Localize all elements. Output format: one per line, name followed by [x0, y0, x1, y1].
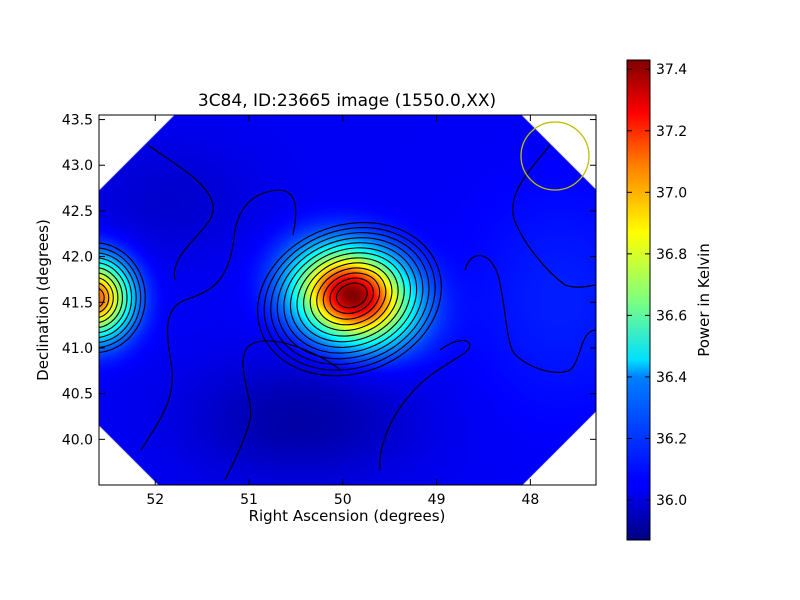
colorbar-label: Power in Kelvin [695, 243, 713, 357]
y-tick-label: 42.0 [62, 250, 93, 266]
chart-title: 3C84, ID:23665 image (1550.0,XX) [198, 91, 496, 111]
x-tick-label: 49 [428, 492, 446, 508]
y-axis: 40.0 40.5 41.0 41.5 42.0 42.5 43.0 43.5 [62, 113, 596, 448]
colorbar-tick-label: 36.4 [656, 370, 687, 386]
edge-source-contour [99, 262, 128, 334]
edge-source-contour [99, 277, 114, 318]
main-source-contour [276, 237, 424, 360]
y-tick-label: 43.0 [62, 158, 93, 174]
edge-source-contour [99, 257, 133, 339]
colorbar-tick-label: 37.4 [656, 62, 687, 78]
y-tick-label: 42.5 [62, 204, 93, 220]
x-axis-label: Right Ascension (degrees) [249, 507, 446, 525]
main-source-contour [296, 252, 405, 343]
source-contours [99, 222, 442, 377]
x-tick-label: 52 [146, 492, 164, 508]
main-source-contour [263, 227, 436, 371]
main-source-contour [303, 257, 399, 337]
colorbar-tick-label: 36.8 [656, 247, 687, 263]
y-tick-label: 41.5 [62, 295, 93, 311]
y-axis-label: Declination (degrees) [34, 219, 52, 381]
colorbar: 36.0 36.2 36.4 36.6 36.8 37.0 37.2 37.4 Power i… [626, 59, 713, 541]
main-source-contour [322, 272, 381, 320]
edge-source-contour [99, 282, 110, 313]
contour-left-upper [147, 144, 214, 281]
contour-left-lower [140, 189, 297, 451]
edge-source-contour [99, 267, 123, 329]
colorbar-tick-label: 37.2 [656, 124, 687, 140]
edge-source-contour [99, 287, 105, 308]
colorbar-ticks: 36.0 36.2 36.4 36.6 36.8 37.0 37.2 37.4 [627, 62, 687, 509]
y-tick-label: 40.0 [62, 432, 93, 448]
y-tick-label: 41.0 [62, 341, 93, 357]
main-source-contour [309, 262, 393, 331]
plot-area [98, 114, 597, 486]
edge-source-contour [99, 252, 137, 344]
contour-right-lower [464, 255, 596, 373]
main-source-contour [329, 277, 374, 314]
main-source-contour [270, 232, 430, 365]
x-tick-label: 51 [240, 492, 258, 508]
edge-source-contour [99, 247, 142, 349]
main-source-contour [335, 282, 368, 309]
edge-source-contour [99, 272, 119, 324]
contour-bottom [224, 340, 341, 481]
colorbar-tick-label: 36.0 [656, 493, 687, 509]
beam-circle [520, 121, 590, 191]
colorbar-gradient [627, 60, 650, 540]
y-tick-label: 40.5 [62, 387, 93, 403]
x-tick-label: 50 [334, 492, 352, 508]
contour-lines [140, 144, 596, 481]
contour-right-upper [512, 144, 596, 288]
main-source-contour [283, 242, 418, 354]
heatmap-image [99, 115, 596, 485]
x-axis: 52 51 50 49 48 [146, 115, 539, 508]
colorbar-tick-label: 36.6 [656, 308, 687, 324]
colorbar-tick-label: 36.2 [656, 431, 687, 447]
x-tick-label: 48 [521, 492, 539, 508]
colorbar-frame [626, 59, 651, 541]
main-source-contour [289, 247, 412, 348]
y-tick-label: 43.5 [62, 113, 93, 129]
contour-lower-mid [379, 340, 471, 471]
edge-source-contour [99, 242, 146, 354]
main-source-contour [316, 267, 387, 326]
main-source-contour [257, 222, 442, 377]
plot-frame [98, 114, 597, 486]
colorbar-tick-label: 37.0 [656, 185, 687, 201]
